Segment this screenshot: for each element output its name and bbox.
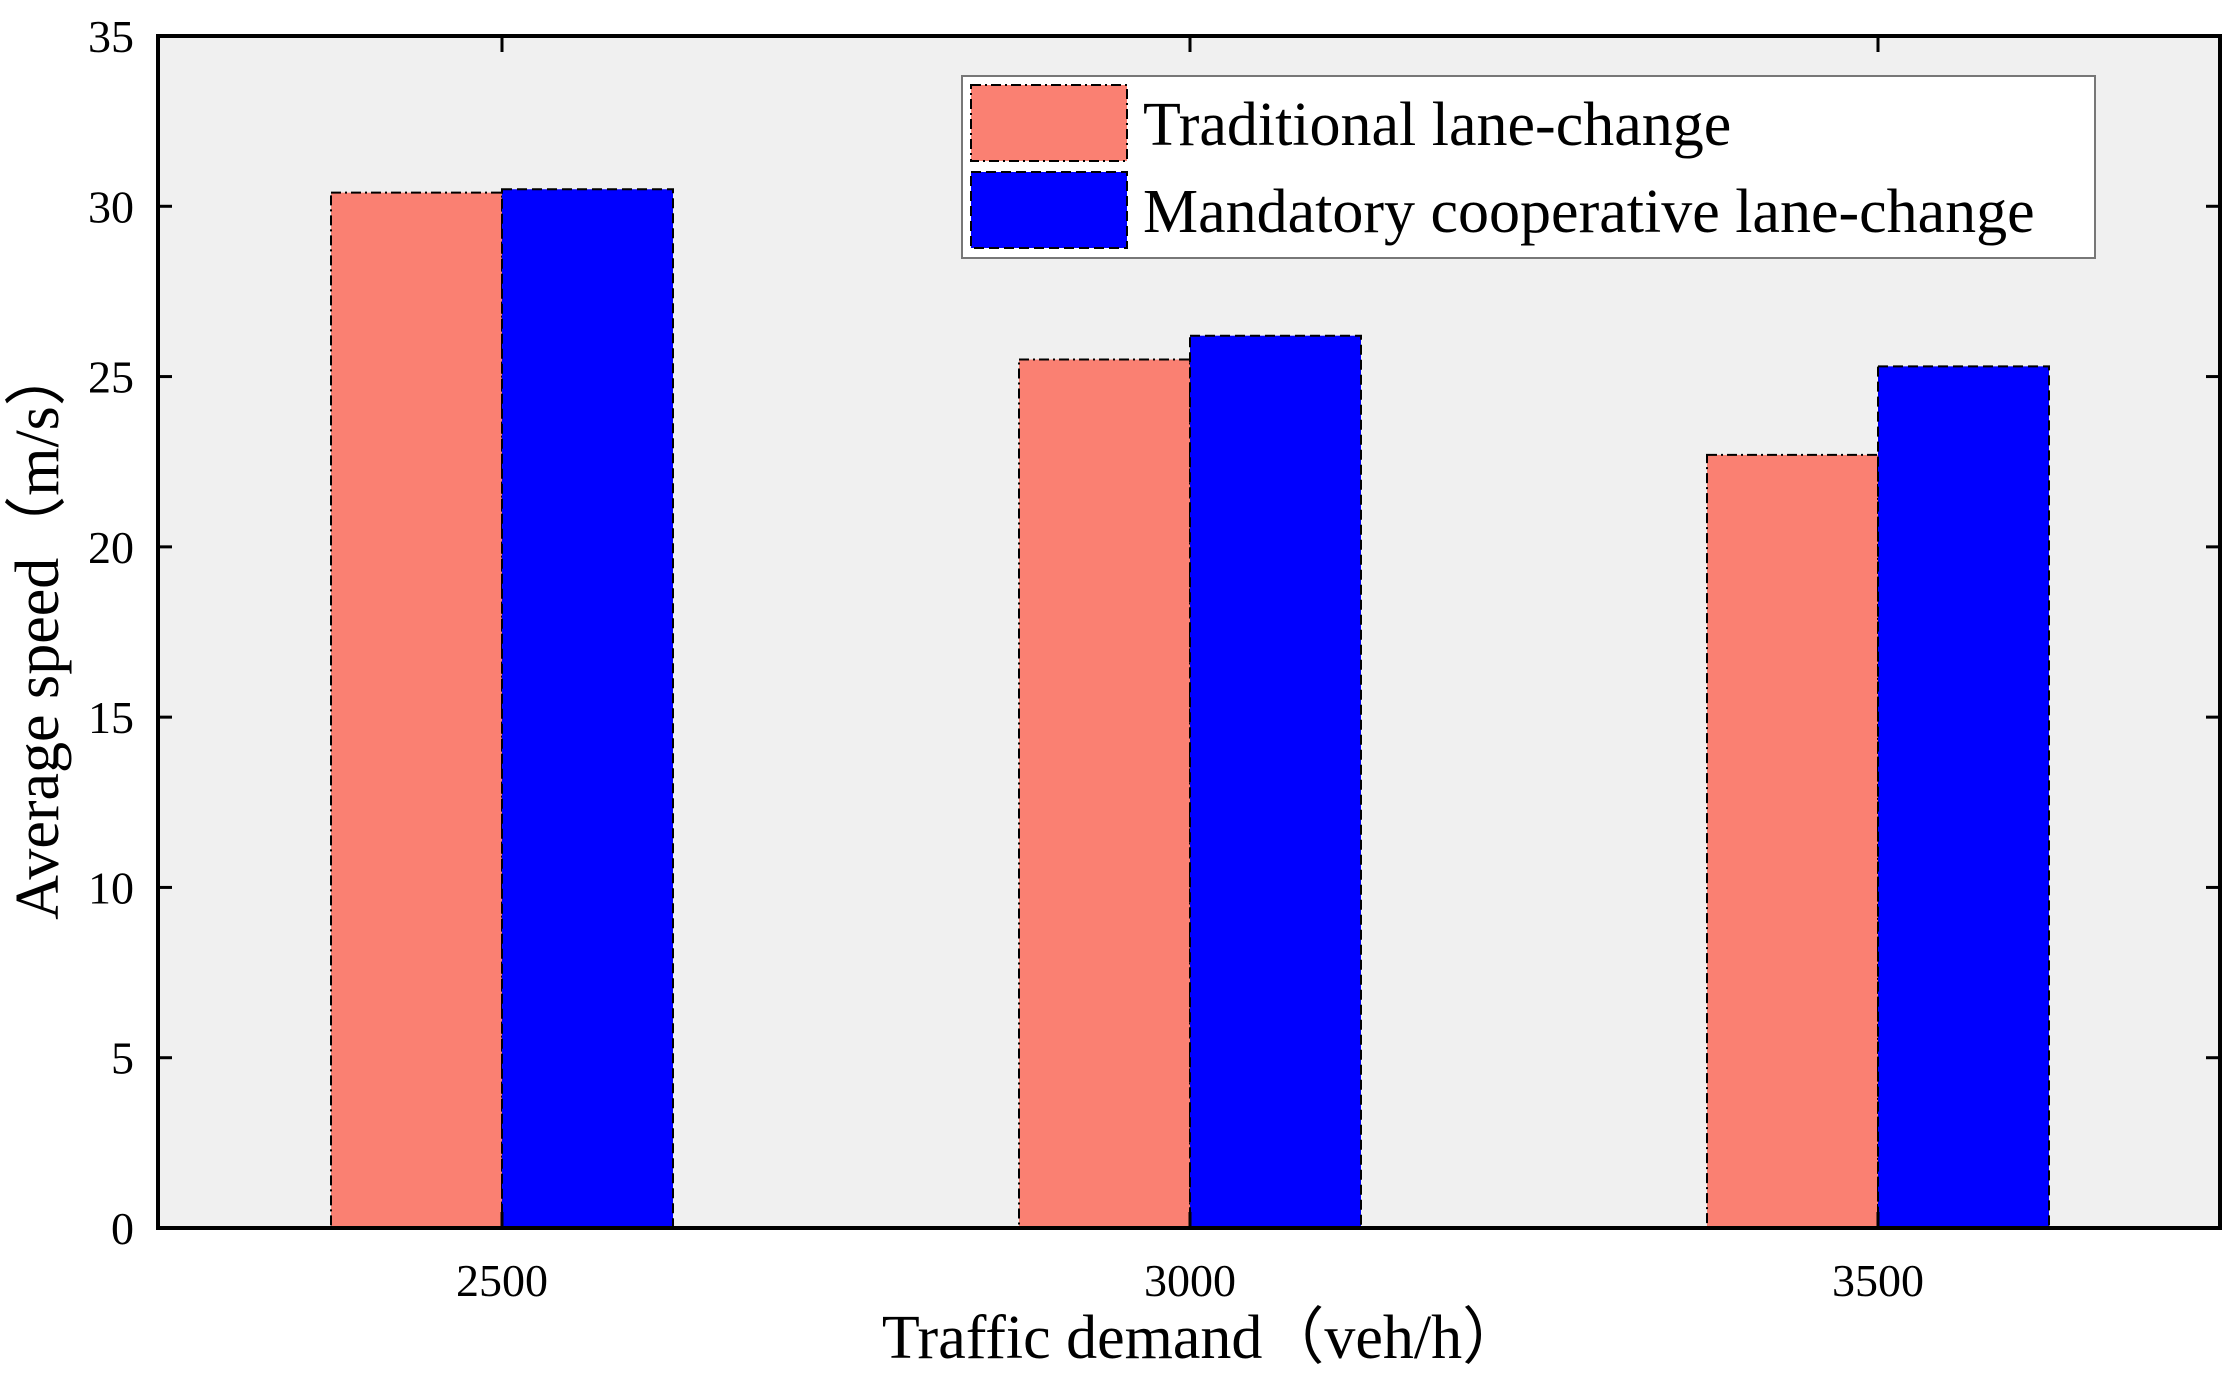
x-axis-title: Traffic demand（veh/h） (882, 1304, 1524, 1372)
y-tick-label: 30 (88, 181, 134, 232)
y-tick-label: 15 (88, 692, 134, 743)
x-tick-label: 2500 (456, 1255, 548, 1306)
bar-traditional-3500 (1706, 453, 1879, 1230)
legend-box (961, 75, 2096, 259)
bar-mandatory-2500 (501, 188, 674, 1229)
x-tick-label: 3500 (1832, 1255, 1924, 1306)
bar-traditional-2500 (330, 191, 503, 1230)
y-tick-label: 5 (111, 1033, 134, 1084)
y-tick-label: 25 (88, 352, 134, 403)
y-tick-label: 0 (111, 1203, 134, 1254)
legend: Traditional lane-change Mandatory coopera… (961, 75, 2096, 259)
bar-mandatory-3000 (1189, 334, 1362, 1229)
legend-label-mandatory: Mandatory cooperative lane-change (1143, 178, 2035, 246)
legend-label-traditional: Traditional lane-change (1143, 91, 1731, 159)
y-tick-label: 10 (88, 862, 134, 913)
bar-mandatory-3500 (1877, 365, 2050, 1229)
x-tick-label: 3000 (1144, 1255, 1236, 1306)
y-axis-title: Average speed（m/s） (4, 344, 72, 920)
y-tick-label: 20 (88, 522, 134, 573)
legend-swatch-mandatory (970, 171, 1128, 249)
y-tick-label: 35 (88, 11, 134, 62)
bar-traditional-3000 (1018, 358, 1191, 1229)
legend-swatch-traditional (970, 84, 1128, 162)
